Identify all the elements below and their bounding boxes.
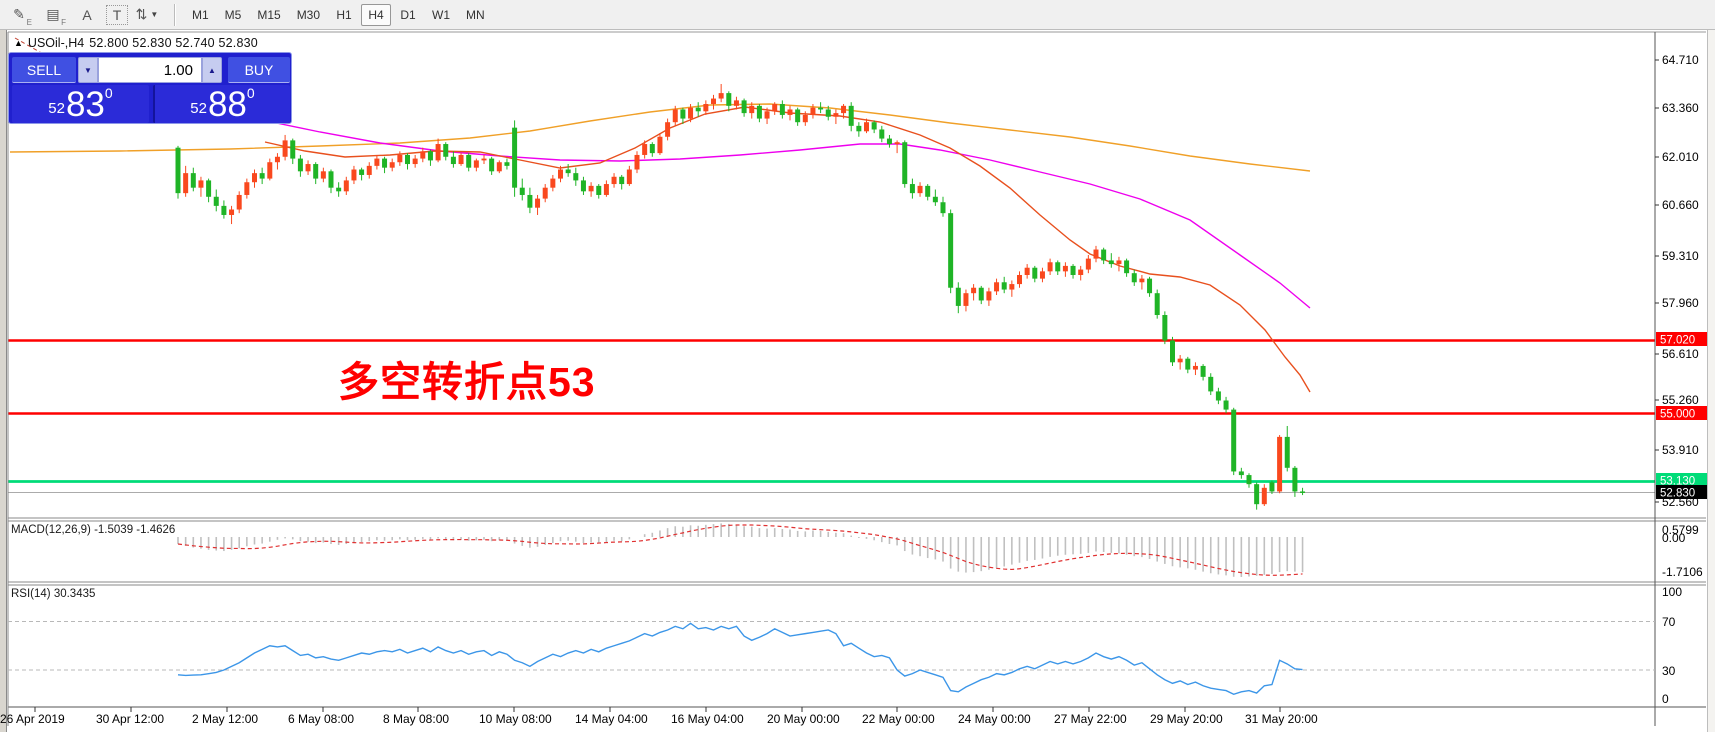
sell-price-pip: 0	[104, 85, 113, 101]
collapse-triangle-icon[interactable]: ▲	[14, 38, 23, 48]
price-badge-57.020: 57.020	[1660, 335, 1695, 347]
rsi-axis-label: 100	[1662, 585, 1682, 599]
chart-canvas[interactable]: 64.710 63.360 62.010 60.660 59.310 57.960 56.6…	[0, 30, 1715, 732]
expert-style-icon[interactable]: ✎ E	[13, 6, 32, 27]
time-axis-label: 22 May 00:00	[862, 712, 935, 726]
candles-layer	[175, 84, 1306, 510]
macd-axis-label: -1.7106	[1662, 565, 1703, 579]
buy-button[interactable]: BUY	[228, 57, 290, 83]
chevron-down-icon: ▼	[150, 10, 159, 19]
indicator-list-icon[interactable]: ▤ F	[46, 6, 66, 27]
ohlc-readout: 52.800 52.830 52.740 52.830	[89, 36, 258, 50]
price-axis-label: 62.010	[1662, 150, 1699, 164]
tab-timeframe-m15[interactable]: M15	[257, 7, 281, 22]
chinese-annotation-text: 多空转折点53	[338, 359, 596, 405]
text-label-icon[interactable]: A	[82, 6, 92, 23]
price-axis-label: 63.360	[1662, 101, 1699, 115]
rsi-line	[177, 622, 1303, 696]
macd-axis-label: 0.00	[1662, 531, 1686, 545]
one-click-trading-panel: SELL ▼ ▲ BUY 52 83 0 52 88 0	[8, 52, 292, 124]
macd-signal-line	[177, 524, 1303, 576]
ma-slow-line[interactable]	[9, 103, 1311, 172]
price-badge-bg	[1656, 406, 1708, 420]
sell-button[interactable]: SELL	[12, 57, 76, 83]
time-axis-label: 20 May 00:00	[767, 712, 840, 726]
sell-price-button[interactable]: 52 83 0	[12, 85, 149, 123]
rsi-indicator-label: RSI(14) 30.3435	[11, 588, 96, 600]
price-badge-bg	[1656, 473, 1708, 487]
time-scale[interactable]: 26 Apr 2019 30 Apr 12:00 2 May 12:00 6 May …	[0, 707, 1318, 726]
ma-fast-line[interactable]	[264, 106, 1311, 393]
time-axis-label: 10 May 08:00	[479, 712, 552, 726]
price-axis-label: 60.660	[1662, 198, 1699, 212]
time-axis-label: 6 May 08:00	[288, 712, 354, 726]
tab-timeframe-h4[interactable]: H4	[361, 3, 392, 26]
tab-timeframe-d1[interactable]: D1	[400, 7, 416, 22]
buy-price-button[interactable]: 52 88 0	[153, 85, 290, 123]
toolbar-separator	[174, 3, 176, 26]
symbol-title: USOil-,H4	[27, 36, 85, 50]
tab-timeframe-h1[interactable]: H1	[336, 7, 352, 22]
time-axis-label: 24 May 00:00	[958, 712, 1031, 726]
buy-price-handle: 52	[190, 100, 207, 117]
volume-input[interactable]	[98, 57, 202, 83]
tab-timeframe-w1[interactable]: W1	[432, 7, 451, 22]
time-axis-label: 30 Apr 12:00	[96, 712, 164, 726]
time-axis-label: 31 May 20:00	[1245, 712, 1318, 726]
sell-price-big: 83	[65, 85, 105, 124]
window-left-border	[0, 30, 7, 732]
price-badge-55.000: 55.000	[1660, 409, 1695, 421]
expert-style-icon-sub: E	[26, 17, 32, 27]
price-axis-label: 64.710	[1662, 53, 1699, 67]
chart-title-bar: ▲ USOil-,H4 52.800 52.830 52.740 52.830	[14, 36, 258, 50]
tab-timeframe-m30[interactable]: M30	[296, 7, 321, 22]
tab-timeframe-m1[interactable]: M1	[192, 7, 209, 22]
buy-price-pip: 0	[246, 85, 255, 101]
trendline-fragment[interactable]	[14, 37, 101, 87]
time-axis-label: 16 May 04:00	[671, 712, 744, 726]
price-badge-53.130: 53.130	[1660, 476, 1695, 488]
volume-increase-button[interactable]: ▲	[202, 57, 222, 83]
macd-indicator-label: MACD(12,26,9) -1.5039 -1.4626	[11, 524, 176, 536]
time-axis-label: 8 May 08:00	[383, 712, 449, 726]
object-arrows-icon[interactable]: ⇅ ▼	[135, 6, 159, 22]
sell-price-handle: 52	[48, 100, 65, 117]
price-badge-bg	[1656, 332, 1708, 346]
text-box-icon[interactable]: T	[106, 4, 128, 25]
rsi-axis-label: 0	[1662, 692, 1669, 706]
chart-background	[8, 32, 1655, 732]
window-right-border	[1707, 30, 1715, 732]
price-axis-label: 55.260	[1662, 393, 1699, 407]
time-axis-label: 29 May 20:00	[1150, 712, 1223, 726]
tab-timeframe-mn[interactable]: MN	[466, 7, 485, 22]
time-axis-label: 27 May 22:00	[1054, 712, 1127, 726]
macd-axis-label: 0.5799	[1662, 523, 1699, 537]
time-axis-label: 2 May 12:00	[192, 712, 258, 726]
price-axis-label: 57.960	[1662, 296, 1699, 310]
indicator-list-icon-sub: F	[61, 17, 66, 27]
rsi-axis-label: 30	[1662, 664, 1676, 678]
price-axis-label: 59.310	[1662, 249, 1699, 263]
tab-timeframe-m5[interactable]: M5	[224, 7, 242, 22]
price-axis-label: 56.610	[1662, 347, 1699, 361]
price-axis-label: 53.910	[1662, 443, 1699, 457]
price-badge-52.830: 52.830	[1660, 488, 1695, 500]
ma-mid-line[interactable]	[261, 119, 1311, 309]
time-axis-label: 26 Apr 2019	[0, 712, 65, 726]
time-axis-label: 14 May 04:00	[575, 712, 648, 726]
rsi-axis-label: 70	[1662, 615, 1676, 629]
price-badge-bg	[1656, 485, 1708, 499]
buy-price-big: 88	[207, 85, 247, 124]
top-toolbar: ✎ E ▤ F A T ⇅ ▼ M1 M5 M15 M30 H1 H4 D1 W1 M…	[0, 0, 1715, 30]
volume-decrease-button[interactable]: ▼	[78, 57, 98, 83]
